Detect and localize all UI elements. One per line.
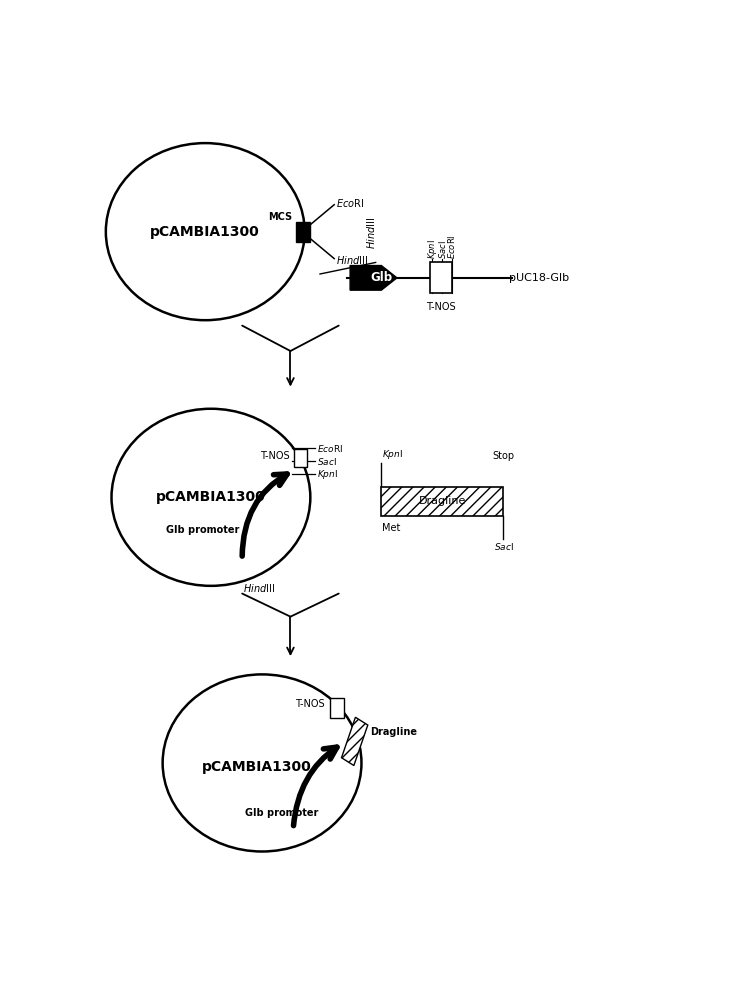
Text: Glb promoter: Glb promoter (246, 808, 319, 818)
Text: $\mathit{Hind}$III: $\mathit{Hind}$III (243, 582, 276, 594)
Text: Glb: Glb (370, 271, 392, 284)
Text: Glb promoter: Glb promoter (166, 525, 239, 535)
Text: pCAMBIA1300: pCAMBIA1300 (202, 760, 312, 774)
Text: $\mathit{Sac}$I: $\mathit{Sac}$I (317, 456, 336, 467)
Text: $\mathit{Hind}$III: $\mathit{Hind}$III (365, 217, 377, 249)
Text: T-NOS: T-NOS (259, 451, 290, 461)
Text: pCAMBIA1300: pCAMBIA1300 (150, 225, 260, 239)
Bar (342, 717, 368, 766)
Text: Dragline: Dragline (370, 727, 417, 737)
Text: Dragline: Dragline (419, 496, 466, 506)
Text: pCAMBIA1300: pCAMBIA1300 (156, 490, 266, 504)
Text: $\mathit{Sac}$I: $\mathit{Sac}$I (493, 541, 513, 552)
Text: $\mathit{Sac}$I: $\mathit{Sac}$I (437, 240, 448, 259)
Bar (294, 449, 308, 467)
Text: MCS: MCS (268, 212, 292, 222)
Bar (430, 262, 452, 293)
Text: $\mathit{Kpn}$I: $\mathit{Kpn}$I (383, 448, 404, 461)
Text: Met: Met (383, 523, 401, 533)
Text: Stop: Stop (493, 451, 515, 461)
Text: $\mathit{Kpn}$I: $\mathit{Kpn}$I (426, 239, 439, 259)
Bar (295, 222, 310, 242)
Text: $\mathit{Eco}$RI: $\mathit{Eco}$RI (336, 197, 364, 209)
Text: $\mathit{Eco}$RI: $\mathit{Eco}$RI (446, 234, 457, 259)
Bar (330, 698, 345, 718)
FancyArrow shape (350, 266, 397, 290)
Text: T-NOS: T-NOS (295, 699, 325, 709)
Text: $\mathit{Hind}$III: $\mathit{Hind}$III (336, 254, 368, 266)
Text: T-NOS: T-NOS (426, 302, 456, 312)
Text: $\mathit{Eco}$RI: $\mathit{Eco}$RI (317, 443, 343, 454)
Text: $\mathit{Kpn}$I: $\mathit{Kpn}$I (317, 468, 338, 481)
Text: pUC18-Glb: pUC18-Glb (509, 273, 570, 283)
Bar (381, 487, 504, 516)
